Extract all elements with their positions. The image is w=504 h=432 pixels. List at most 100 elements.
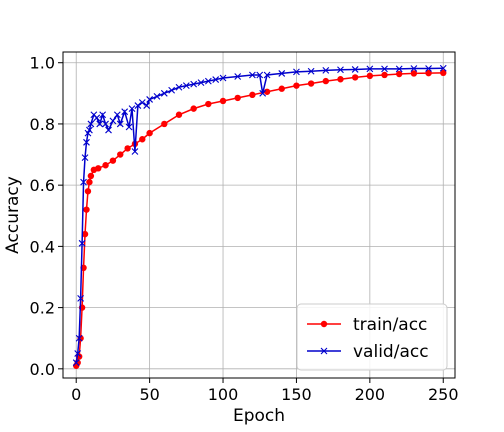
data-point xyxy=(439,64,447,72)
data-point xyxy=(87,172,95,180)
data-point xyxy=(396,70,403,78)
data-point xyxy=(320,320,328,328)
data-point xyxy=(131,148,139,155)
data-point xyxy=(425,69,432,77)
legend-label: train/acc xyxy=(353,315,427,335)
data-point xyxy=(102,162,109,169)
data-point xyxy=(278,70,286,77)
data-point xyxy=(86,126,93,134)
data-point xyxy=(425,65,432,72)
data-point xyxy=(234,94,241,102)
y-tick-label: 0.8 xyxy=(30,115,55,134)
data-point xyxy=(128,105,136,113)
y-axis-ticks: 0.0 0.2 0.4 0.6 0.8 1.0 xyxy=(30,54,63,379)
data-point xyxy=(395,65,403,73)
data-point xyxy=(351,74,359,81)
y-axis-label: Accuracy xyxy=(3,176,23,254)
data-point xyxy=(219,97,227,105)
grid xyxy=(63,52,455,378)
data-point xyxy=(95,165,102,172)
data-point xyxy=(102,120,109,128)
data-point xyxy=(322,66,330,74)
data-point xyxy=(134,102,142,109)
series-valid-acc xyxy=(72,64,447,367)
legend: train/acc valid/acc xyxy=(296,303,448,371)
data-point xyxy=(80,178,87,186)
data-point xyxy=(249,71,256,79)
data-point xyxy=(351,66,359,73)
data-point xyxy=(81,230,89,238)
data-point xyxy=(381,65,388,73)
data-point xyxy=(307,67,315,75)
data-point xyxy=(212,76,220,83)
data-point xyxy=(322,77,330,85)
data-point xyxy=(78,239,86,247)
data-point xyxy=(77,295,85,302)
x-tick-label: 50 xyxy=(139,385,159,404)
plot-area xyxy=(72,64,447,369)
data-point xyxy=(190,80,198,88)
data-point xyxy=(366,65,374,73)
data-point xyxy=(440,69,447,77)
data-point xyxy=(153,92,161,100)
data-point xyxy=(109,157,117,164)
data-point xyxy=(161,120,168,128)
data-point xyxy=(175,111,183,118)
y-tick-label: 0.2 xyxy=(30,299,55,318)
x-axis-label: Epoch xyxy=(233,406,285,426)
x-axis-ticks: 0 50 100 150 200 250 xyxy=(71,378,459,404)
data-point xyxy=(320,347,328,355)
data-point xyxy=(93,114,101,122)
data-point xyxy=(72,359,80,367)
data-point xyxy=(197,79,205,86)
y-tick-label: 0.0 xyxy=(30,360,55,379)
data-point xyxy=(307,80,315,87)
data-point xyxy=(293,82,300,89)
plot-frame xyxy=(62,51,456,379)
data-point xyxy=(75,334,83,342)
series-line xyxy=(75,72,444,367)
data-point xyxy=(86,178,93,186)
data-point xyxy=(219,74,227,82)
data-point xyxy=(204,77,212,85)
data-point xyxy=(124,145,131,152)
data-point xyxy=(259,89,267,97)
series-train-acc xyxy=(73,69,447,369)
data-point xyxy=(205,100,212,108)
data-point xyxy=(96,120,104,128)
data-point xyxy=(139,136,146,143)
data-point xyxy=(175,83,183,91)
data-point xyxy=(293,68,300,76)
data-point xyxy=(366,72,374,80)
data-point xyxy=(182,82,190,90)
data-point xyxy=(256,71,264,79)
data-point xyxy=(121,108,129,116)
data-point xyxy=(83,138,90,146)
y-tick-label: 0.4 xyxy=(30,237,55,256)
data-point xyxy=(249,91,256,99)
data-point xyxy=(117,151,124,158)
legend-box xyxy=(296,303,448,371)
data-point xyxy=(381,71,388,79)
x-tick-label: 100 xyxy=(208,385,239,404)
data-point xyxy=(410,65,418,72)
x-tick-label: 150 xyxy=(281,385,312,404)
legend-label: valid/acc xyxy=(353,342,429,362)
data-point xyxy=(116,120,124,128)
data-point xyxy=(263,71,271,79)
data-point xyxy=(337,66,344,74)
data-point xyxy=(146,96,154,103)
data-point xyxy=(190,105,197,112)
data-point xyxy=(81,154,89,161)
data-point xyxy=(74,350,82,357)
x-tick-label: 250 xyxy=(428,385,459,404)
data-point xyxy=(278,85,285,92)
data-point xyxy=(87,120,95,128)
x-tick-label: 200 xyxy=(355,385,386,404)
data-point xyxy=(105,126,112,134)
data-point xyxy=(125,123,133,131)
data-point xyxy=(83,206,90,213)
data-point xyxy=(99,111,107,119)
data-point xyxy=(138,99,146,106)
